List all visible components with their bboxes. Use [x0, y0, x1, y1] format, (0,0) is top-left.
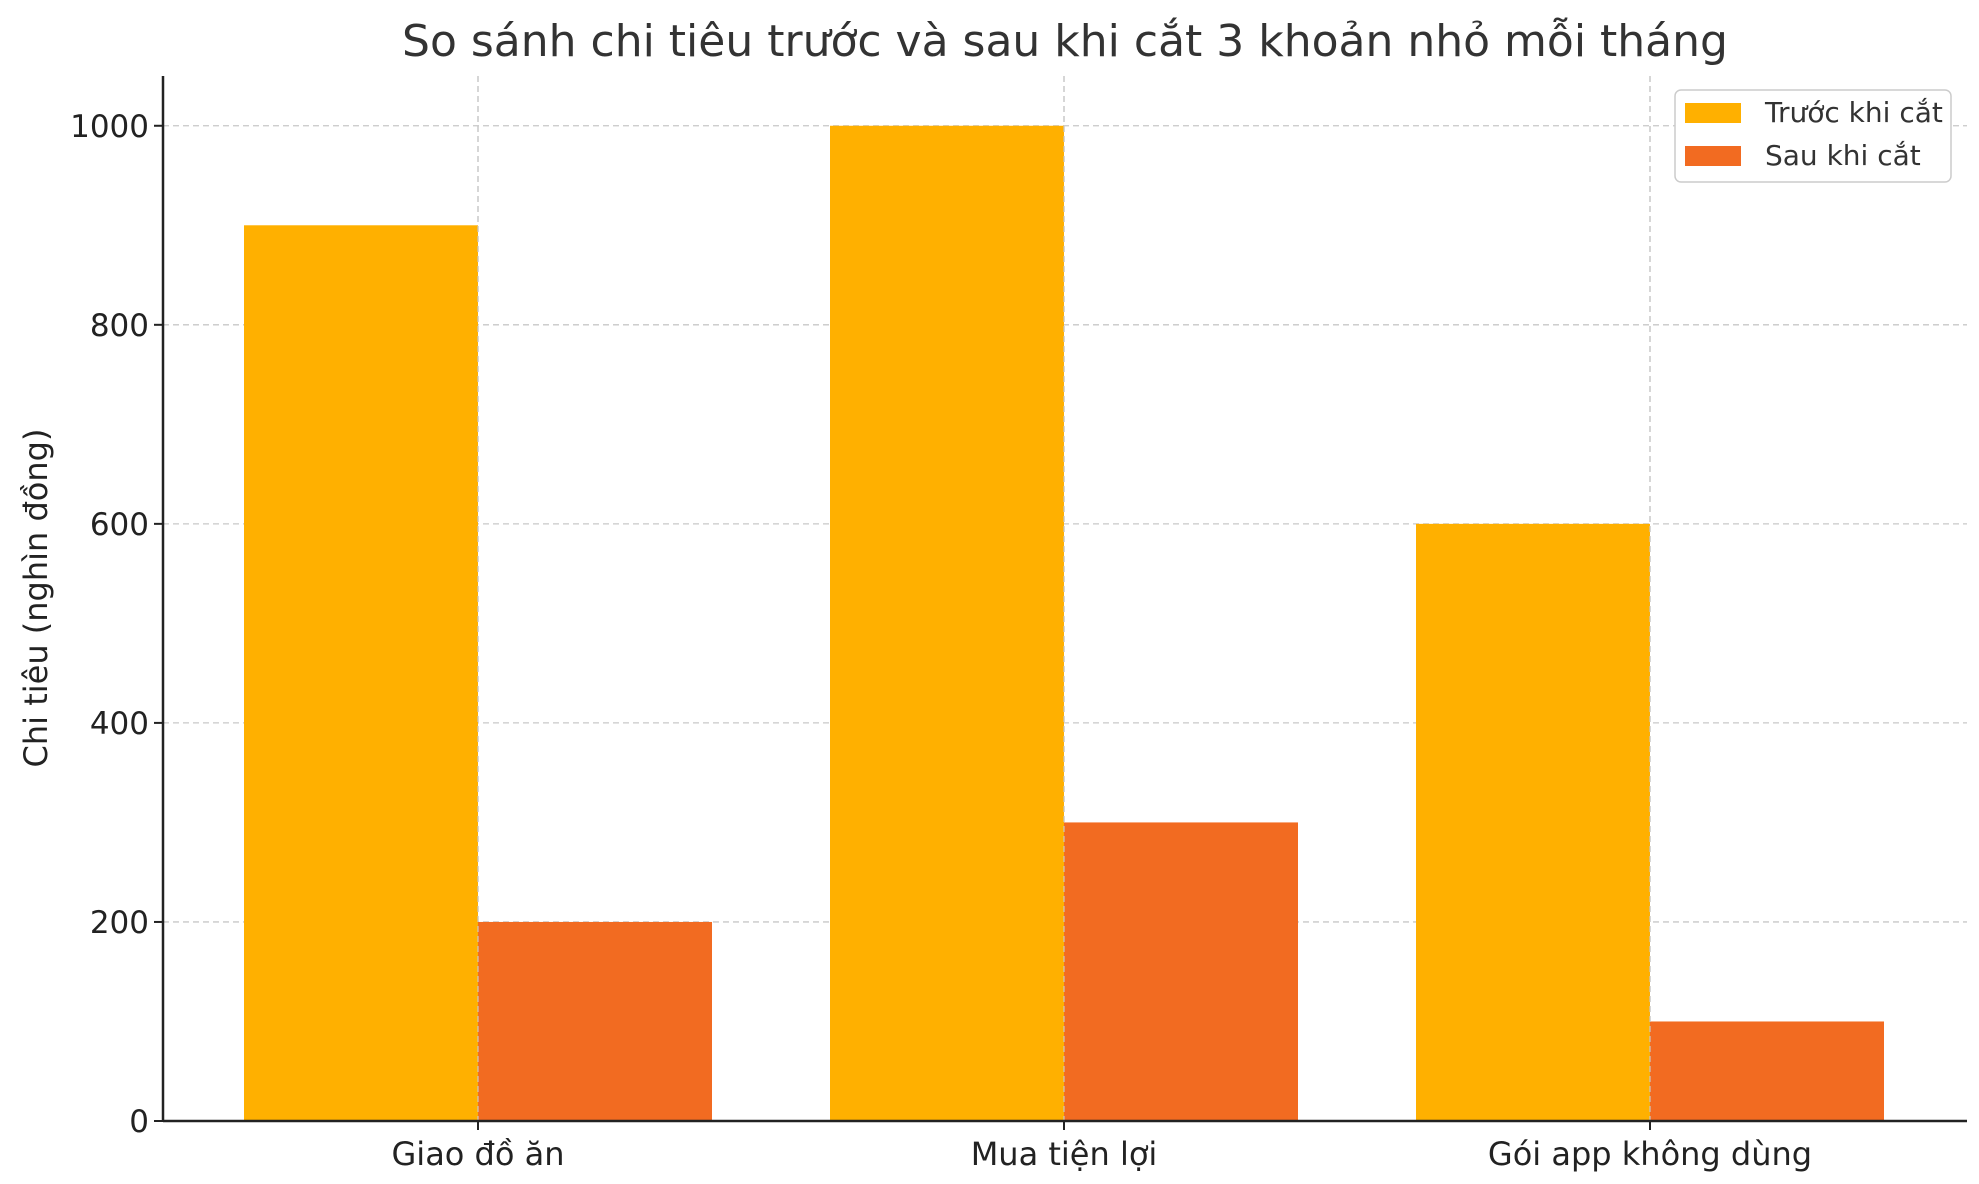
- bar-truoc-1: [244, 225, 478, 1122]
- y-tick-label: 200: [90, 905, 149, 941]
- legend-box: [1674, 89, 1952, 183]
- x-tick-label: Gói app không dùng: [1488, 1135, 1812, 1173]
- bar-sau-2: [1064, 822, 1298, 1121]
- tick-labels: 0 200 400 600 800 1000 Giao đồ ăn Mua tiện lợi G…: [70, 109, 1812, 1173]
- legend-swatch-sau: [1685, 146, 1741, 166]
- legend: Trước khi cắt Sau khi cắt: [1674, 89, 1952, 183]
- legend-label-truoc: Trước khi cắt: [1764, 96, 1943, 129]
- y-tick-label: 0: [129, 1104, 149, 1140]
- y-axis-label: Chi tiêu (nghìn đồng): [17, 429, 55, 768]
- legend-swatch-truoc: [1685, 103, 1741, 123]
- x-tick-label: Mua tiện lợi: [971, 1135, 1158, 1173]
- bars: [244, 76, 1884, 1122]
- bar-truoc-3: [1416, 523, 1650, 1121]
- bar-sau-1: [478, 921, 712, 1121]
- legend-label-sau: Sau khi cắt: [1765, 139, 1921, 172]
- y-tick-label: 1000: [70, 109, 149, 145]
- x-tick-label: Giao đồ ăn: [392, 1135, 565, 1173]
- y-tick-label: 600: [90, 507, 149, 543]
- chart-title: So sánh chi tiêu trước và sau khi cắt 3 …: [402, 16, 1728, 67]
- bar-truoc-2: [830, 125, 1064, 1121]
- y-tick-label: 800: [90, 308, 149, 344]
- bar-sau-3: [1650, 1021, 1884, 1121]
- y-tick-label: 400: [90, 706, 149, 742]
